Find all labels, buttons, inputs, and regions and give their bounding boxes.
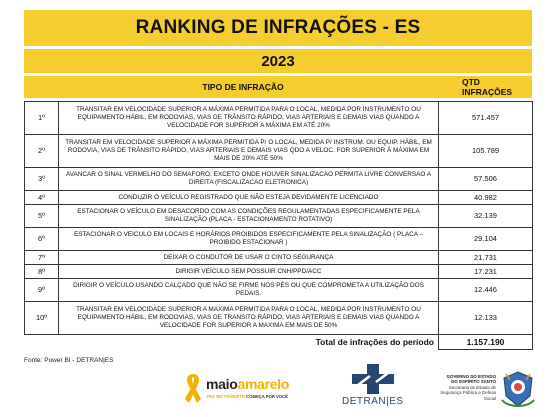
qtd-cell: 12.133 bbox=[438, 301, 533, 335]
rank-cell: 5º bbox=[24, 204, 59, 228]
total-label: Total de infrações do período bbox=[315, 337, 434, 348]
rank-cell: 1º bbox=[24, 101, 59, 135]
amarelo-word: amarelo bbox=[237, 376, 290, 392]
rank-cell: 10º bbox=[24, 301, 59, 335]
qtd-cell: 17.231 bbox=[438, 264, 533, 279]
page-title: RANKING DE INFRAÇÕES - ES bbox=[24, 10, 532, 46]
maio-amarelo-logo: maioamarelo PAZ NO TRÂNSITO COMEÇA POR V… bbox=[178, 370, 308, 408]
gov-line-3: Secretaria de Estado de bbox=[448, 384, 496, 390]
detran-wordmark: DETRAN|ES bbox=[342, 396, 404, 407]
rank-cell: 4º bbox=[24, 190, 59, 205]
detran-logo: DETRAN|ES bbox=[330, 360, 420, 412]
table-row: 6º ESTACIONAR O VEICULO EM LOCAIS E HORÁ… bbox=[24, 227, 533, 251]
qtd-cell: 29.104 bbox=[438, 227, 533, 251]
table-row: 2º TRANSITAR EM VELOCIDADE SUPERIOR A MÁ… bbox=[24, 134, 533, 168]
table-row: 4º CONDUZIR O VEÍCULO REGISTRADO QUE NÃO… bbox=[24, 190, 533, 205]
government-logo: GOVERNO DO ESTADO DO ESPÍRITO SANTO Secr… bbox=[428, 370, 538, 412]
table-header: TIPO DE INFRAÇÃO QTD INFRAÇÕES bbox=[24, 76, 532, 98]
infraction-cell: TRANSITAR EM VELOCIDADE SUPERIOR A MÁXIM… bbox=[58, 134, 439, 168]
rank-cell: 8º bbox=[24, 264, 59, 279]
infraction-cell: TRANSITAR EM VELOCIDADE SUPERIOR A MÁXIM… bbox=[58, 101, 439, 135]
qtd-cell: 32.139 bbox=[438, 204, 533, 228]
yellow-ribbon-icon bbox=[185, 374, 201, 403]
qtd-cell: 40.982 bbox=[438, 190, 533, 205]
infraction-cell: DEIXAR O CONDUTOR DE USAR O CINTO SEGURA… bbox=[58, 250, 439, 265]
qtd-cell: 105.789 bbox=[438, 134, 533, 168]
total-value: 1.157.190 bbox=[438, 334, 533, 350]
qtd-cell: 571.457 bbox=[438, 101, 533, 135]
total-row: Total de infrações do período 1.157.190 bbox=[25, 334, 533, 350]
infraction-cell: TRANSITAR EM VELOCIDADE SUPERIOR A MAXIM… bbox=[58, 301, 439, 335]
table-row: 10º TRANSITAR EM VELOCIDADE SUPERIOR A M… bbox=[24, 301, 533, 335]
rank-cell: 9º bbox=[24, 278, 59, 302]
maio-tagline-part2: COMEÇA POR VOCÊ bbox=[246, 394, 288, 399]
table-row: 1º TRANSITAR EM VELOCIDADE SUPERIOR A MÁ… bbox=[24, 101, 533, 135]
table-row: 8º DIRIGIR VEÍCULO SEM POSSUIR CNH/PPD/A… bbox=[24, 264, 533, 279]
infraction-cell: ESTACIONAR O VEÍCULO EM DESACORDO COM AS… bbox=[58, 204, 439, 228]
column-header-type: TIPO DE INFRAÇÃO bbox=[202, 82, 284, 92]
ranking-table: 1º TRANSITAR EM VELOCIDADE SUPERIOR A MÁ… bbox=[24, 101, 533, 350]
table-row: 9º DIRIGIR O VEÍCULO USANDO CALÇADO QUE … bbox=[24, 278, 533, 302]
year-label: 2023 bbox=[24, 49, 532, 73]
infraction-cell: DIRIGIR O VEÍCULO USANDO CALÇADO QUE NÃO… bbox=[58, 278, 439, 302]
gov-line-2: DO ESPÍRITO SANTO bbox=[451, 379, 496, 385]
rank-cell: 2º bbox=[24, 134, 59, 168]
rank-cell: 3º bbox=[24, 167, 59, 191]
infraction-cell: CONDUZIR O VEÍCULO REGISTRADO QUE NÃO ES… bbox=[58, 190, 439, 205]
maio-tagline: PAZ NO TRÂNSITO COMEÇA POR VOCÊ bbox=[207, 394, 288, 399]
maio-tagline-part1: PAZ NO TRÂNSITO bbox=[207, 394, 247, 399]
gov-line-1: GOVERNO DO ESTADO bbox=[446, 374, 496, 379]
qtd-cell: 12.446 bbox=[438, 278, 533, 302]
detran-cross-icon bbox=[352, 364, 394, 394]
infraction-cell: AVANCAR O SINAL VERMELHO DO SEMAFORO, EX… bbox=[58, 167, 439, 191]
rank-cell: 7º bbox=[24, 250, 59, 265]
gov-line-4: Segurança Pública e Defesa Social bbox=[440, 390, 496, 401]
column-header-qtd: QTD INFRAÇÕES bbox=[462, 77, 513, 97]
infraction-cell: DIRIGIR VEÍCULO SEM POSSUIR CNH/PPD/ACC bbox=[58, 264, 439, 279]
maio-word: maio bbox=[206, 376, 238, 392]
maio-amarelo-wordmark: maioamarelo bbox=[206, 376, 289, 392]
qtd-cell: 21.731 bbox=[438, 250, 533, 265]
government-text: GOVERNO DO ESTADO DO ESPÍRITO SANTO Secr… bbox=[428, 374, 496, 401]
qtd-cell: 57.506 bbox=[438, 167, 533, 191]
table-row: 3º AVANCAR O SINAL VERMELHO DO SEMAFORO,… bbox=[24, 167, 533, 191]
table-row: 7º DEIXAR O CONDUTOR DE USAR O CINTO SEG… bbox=[24, 250, 533, 265]
rank-cell: 6º bbox=[24, 227, 59, 251]
table-row: 5º ESTACIONAR O VEÍCULO EM DESACORDO COM… bbox=[24, 204, 533, 228]
source-note: Fonte: Power BI - DETRAN|ES bbox=[24, 357, 114, 364]
infraction-cell: ESTACIONAR O VEICULO EM LOCAIS E HORÁRIO… bbox=[58, 227, 439, 251]
state-coat-of-arms-icon bbox=[501, 371, 535, 407]
